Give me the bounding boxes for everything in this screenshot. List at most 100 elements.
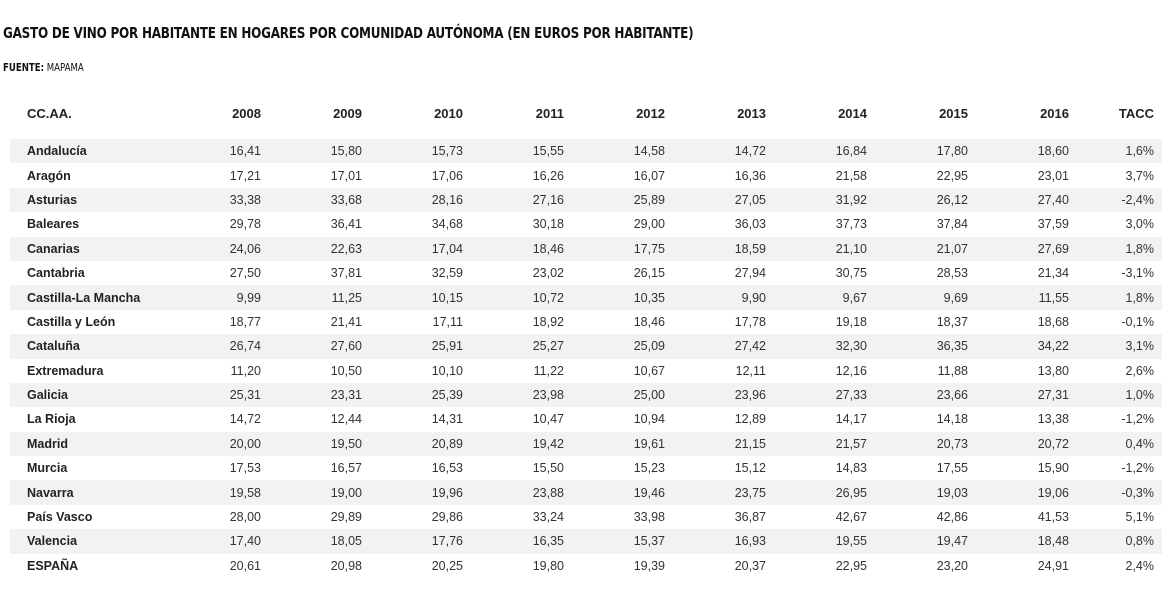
value-cell-2009: 33,68 [261,187,362,213]
value-cell-2012: 10,94 [633,412,665,427]
value-cell-2014: 27,33 [766,382,867,408]
value-cell-2013: 23,96 [665,382,766,408]
value-cell-2014: 16,84 [766,139,867,164]
table-row: Asturias 33,38 33,68 28,16 27,16 25,89 27,05 31… [10,187,1162,213]
value-cell-2010: 17,76 [362,529,463,554]
value-cell-2008: 25,31 [160,382,261,408]
value-cell-2009: 27,60 [261,334,362,359]
table-row: ESPAÑA 20,61 20,98 20,25 19,80 19,39 20,37 22,9… [10,554,1162,578]
value-cell-2014: 12,16 [835,363,867,378]
value-cell-2010: 19,96 [362,480,463,505]
value-cell-2012: 15,37 [564,529,665,554]
tacc-cell: 0,8% [1069,529,1162,554]
region-name-cell: Baleares [27,217,80,232]
table-row: Navarra 19,58 19,00 19,96 23,88 19,46 23,75 26,… [10,480,1162,505]
value-cell-2012: 14,58 [564,139,665,164]
value-cell-2011: 18,92 [532,314,564,329]
value-cell-2011: 10,72 [463,285,564,310]
value-cell-2013: 16,36 [734,168,766,183]
value-cell-2009: 10,50 [330,363,362,378]
table-row: Cantabria 27,50 37,81 32,59 23,02 26,15 27,94 3… [10,261,1162,285]
value-cell-2008: 24,06 [160,236,261,261]
table-row: Cataluña 26,74 27,60 25,91 25,27 25,09 27,42 32… [10,334,1162,359]
value-cell-2009: 21,41 [330,314,362,329]
value-cell-2008: 17,21 [229,168,261,183]
region-name-cell: Canarias [10,236,160,261]
value-cell-2014: 42,67 [835,510,867,525]
value-cell-2015: 18,37 [936,314,968,329]
value-cell-2009: 19,50 [261,431,362,457]
value-cell-2008: 17,40 [160,529,261,554]
value-cell-2014: 32,30 [766,334,867,359]
value-cell-2013: 12,11 [735,363,766,378]
value-cell-2010: 20,89 [362,431,463,457]
value-cell-2012: 10,35 [564,285,665,310]
value-cell-2013: 27,42 [665,334,766,359]
value-cell-2011: 18,46 [463,236,564,261]
value-cell-2010: 20,25 [431,558,463,573]
value-cell-2010: 34,68 [431,217,463,232]
source-label: FUENTE: [3,61,45,74]
value-cell-2013: 9,90 [665,285,766,310]
region-name-cell: Cataluña [10,334,160,359]
value-cell-2013: 16,93 [665,529,766,554]
table-row: Galicia 25,31 23,31 25,39 23,98 25,00 23,96 27,… [10,382,1162,408]
value-cell-2008: 29,78 [229,217,261,232]
header-row: CC.AA. 2008 2009 2010 2011 2012 2013 201… [10,100,1162,127]
value-cell-2012: 17,75 [564,236,665,261]
tacc-cell: 3,7% [1125,168,1155,183]
value-cell-2008: 28,00 [229,510,261,525]
value-cell-2010: 14,31 [431,412,463,427]
tacc-cell: 1,0% [1069,382,1162,408]
value-cell-2012: 19,46 [564,480,665,505]
value-cell-2016: 41,53 [1037,510,1069,525]
value-cell-2010: 17,04 [362,236,463,261]
column-header-2012: 2012 [636,106,665,121]
value-cell-2008: 17,53 [229,461,261,476]
value-cell-2013: 27,05 [665,187,766,213]
value-cell-2010: 29,86 [431,510,463,525]
value-cell-2014: 30,75 [835,266,867,281]
value-cell-2014: 19,55 [766,529,867,554]
tacc-cell: -3,1% [1121,266,1154,281]
tacc-cell: 5,1% [1125,510,1155,525]
table-row: Murcia 17,53 16,57 16,53 15,50 15,23 15,12 14,8… [10,456,1162,480]
tacc-cell: 2,4% [1125,558,1155,573]
value-cell-2014: 37,73 [835,217,867,232]
value-cell-2008: 26,74 [160,334,261,359]
value-cell-2011: 27,16 [463,187,564,213]
value-cell-2011: 16,35 [463,529,564,554]
tacc-cell: 3,1% [1069,334,1162,359]
value-cell-2015: 17,55 [936,461,968,476]
value-cell-2009: 20,98 [330,558,362,573]
value-cell-2010: 17,11 [432,314,463,329]
region-name-cell: Cantabria [27,266,85,281]
value-cell-2013: 14,72 [665,139,766,164]
table-row: La Rioja 14,72 12,44 14,31 10,47 10,94 12,89 14… [10,407,1162,431]
value-cell-2014: 14,17 [835,412,867,427]
table-row: Castilla y León 18,77 21,41 17,11 18,92 18,46… [10,310,1162,334]
value-cell-2014: 21,10 [766,236,867,261]
value-cell-2014: 26,95 [766,480,867,505]
value-cell-2015: 36,35 [867,334,968,359]
column-header-2014: 2014 [838,106,867,121]
table-body: Andalucía 16,41 15,80 15,73 15,55 14,58 14,72 1… [10,139,1162,578]
value-cell-2016: 13,38 [1037,412,1069,427]
tacc-cell: -0,1% [1121,314,1154,329]
value-cell-2009: 36,41 [330,217,362,232]
table-row: Valencia 17,40 18,05 17,76 16,35 15,37 16,93 19… [10,529,1162,554]
value-cell-2009: 29,89 [330,510,362,525]
tacc-cell: -0,3% [1069,480,1162,505]
value-cell-2013: 20,37 [734,558,766,573]
tacc-cell: 2,6% [1125,363,1155,378]
source-line: FUENTE: MAPAMA [3,61,84,74]
value-cell-2013: 21,15 [665,431,766,457]
table-row: Aragón 17,21 17,01 17,06 16,26 16,07 16,36 21,5… [10,163,1162,187]
value-cell-2008: 19,58 [160,480,261,505]
value-cell-2010: 10,15 [362,285,463,310]
value-cell-2008: 16,41 [160,139,261,164]
wine-spending-table: CC.AA. 2008 2009 2010 2011 2012 2013 201… [10,100,1162,578]
value-cell-2016: 21,34 [1037,266,1069,281]
table-row: Baleares 29,78 36,41 34,68 30,18 29,00 36,03 37… [10,212,1162,236]
value-cell-2009: 18,05 [261,529,362,554]
